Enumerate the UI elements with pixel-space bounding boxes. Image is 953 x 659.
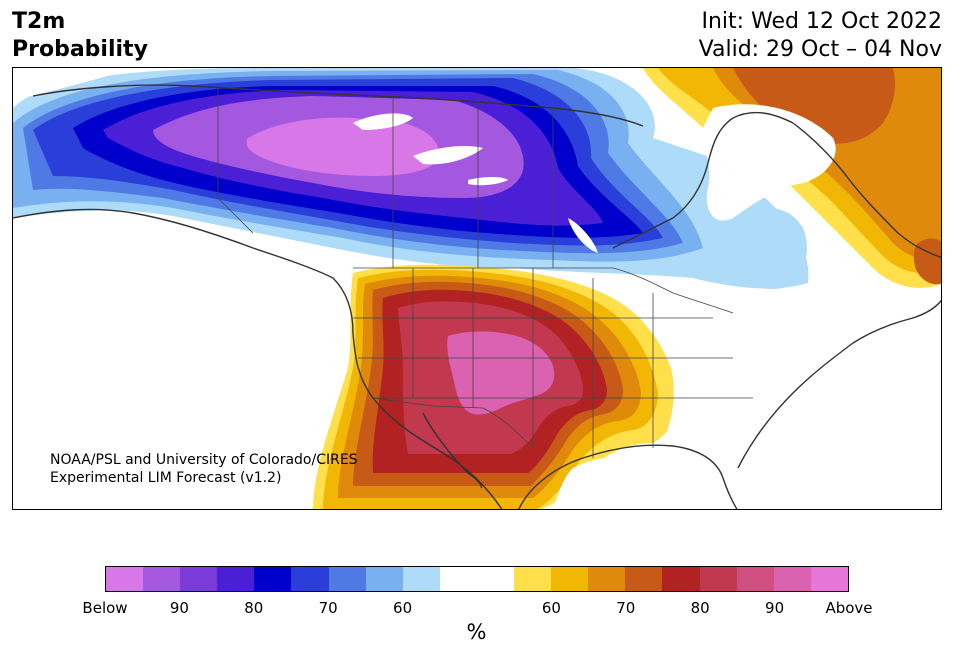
labrador-coast — [792, 122, 941, 259]
colorbar-swatch — [736, 567, 774, 591]
ne-above-80 — [733, 68, 895, 144]
gulf-coast — [518, 444, 738, 509]
map-panel: NOAA/PSL and University of Colorado/CIRE… — [12, 67, 942, 510]
credit-line2: Experimental LIM Forecast (v1.2) — [50, 470, 282, 486]
below-band-high — [246, 117, 440, 176]
map-title-line1: T2m — [12, 9, 66, 34]
colorbar-swatch — [476, 567, 515, 591]
below-normal-region — [13, 68, 809, 289]
below-patch-east — [726, 207, 807, 289]
credit-line1: NOAA/PSL and University of Colorado/CIRE… — [50, 452, 358, 468]
colorbar-swatch — [514, 567, 552, 591]
colorbar-swatch — [439, 567, 477, 591]
alaska-top-white — [13, 68, 133, 98]
lake-1 — [353, 113, 413, 130]
coastlines — [13, 84, 941, 509]
pacific-area — [13, 212, 345, 509]
colorbar-tick-label: Below — [82, 599, 128, 617]
hudson-bay-coast — [612, 111, 794, 249]
colorbar-tick-label: 60 — [393, 599, 413, 617]
colorbar — [105, 566, 849, 592]
baja-coast — [422, 412, 483, 489]
colorbar-swatch — [180, 567, 218, 591]
colorbar-tick-label: 70 — [616, 599, 636, 617]
lake-4 — [568, 218, 598, 253]
pacific-coast — [13, 208, 503, 509]
colorbar-swatch — [699, 567, 737, 591]
lake-2 — [413, 145, 483, 165]
colorbar-swatch — [773, 567, 811, 591]
colorbar-swatch — [254, 567, 292, 591]
colorbar-swatch — [810, 567, 848, 591]
init-date: Init: Wed 12 Oct 2022 — [701, 9, 942, 34]
credit-text: NOAA/PSL and University of Colorado/CIRE… — [50, 451, 358, 487]
colorbar-tick-label: 90 — [169, 599, 189, 617]
colorbar-swatch — [365, 567, 403, 591]
us-mexico-border — [372, 397, 534, 449]
arctic-coast — [32, 84, 644, 127]
valid-range: Valid: 29 Oct – 04 Nov — [698, 37, 942, 62]
us-canada-border — [353, 267, 734, 314]
colorbar-swatch — [402, 567, 440, 591]
colorbar-tick-label: 60 — [541, 599, 561, 617]
colorbar-swatch — [106, 567, 144, 591]
colorbar-swatch — [588, 567, 626, 591]
political-borders — [217, 88, 753, 458]
colorbar-swatch — [551, 567, 589, 591]
colorbar-tick-label: Above — [825, 599, 873, 617]
ne-above-80-tip — [913, 238, 941, 285]
gulf-area — [553, 456, 713, 509]
us-state-grid-2 — [353, 317, 753, 399]
great-lakes-area — [614, 302, 828, 509]
map-title: T2m Probability — [12, 8, 148, 64]
white-areas — [13, 68, 836, 509]
colorbar-tick-label: 80 — [690, 599, 710, 617]
colorbar-swatch — [291, 567, 329, 591]
colorbar-swatch — [143, 567, 181, 591]
above-normal-region — [313, 264, 678, 509]
atlantic-coast — [737, 299, 941, 469]
colorbar-swatch — [217, 567, 255, 591]
colorbar-tick-label: 90 — [765, 599, 785, 617]
colorbar-tick-label: 80 — [244, 599, 264, 617]
forecast-dates: Init: Wed 12 Oct 2022 Valid: 29 Oct – 04… — [699, 8, 942, 64]
colorbar-swatch — [625, 567, 663, 591]
colorbar-swatch — [662, 567, 700, 591]
map-title-line2: Probability — [12, 37, 148, 62]
hudson-bay-area — [703, 104, 836, 221]
colorbar-ticks: Below 90 80 70 60 60 70 80 90 Above — [82, 599, 872, 619]
colorbar-swatch — [328, 567, 366, 591]
above-band-high — [447, 331, 555, 415]
colorbar-tick-label: 70 — [318, 599, 338, 617]
alaska-border — [217, 88, 254, 234]
colorbar-unit: % — [466, 620, 487, 644]
probability-map — [13, 68, 941, 509]
